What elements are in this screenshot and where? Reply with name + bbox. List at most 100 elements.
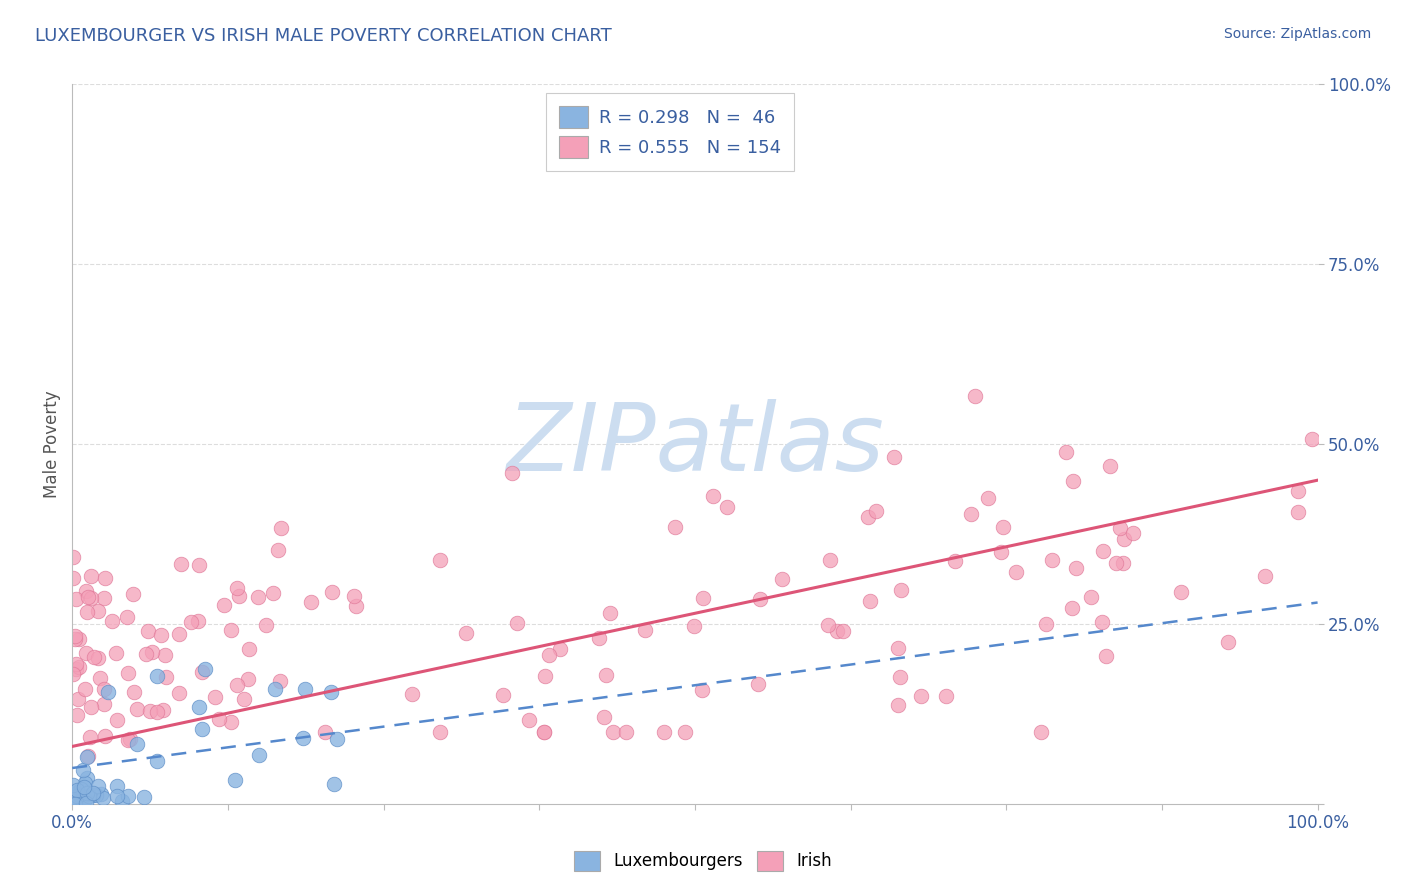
Point xyxy=(595,667,617,681)
Text: LUXEMBOURGER VS IRISH MALE POVERTY CORRELATION CHART: LUXEMBOURGER VS IRISH MALE POVERTY CORRE… xyxy=(35,27,612,45)
Point xyxy=(94,729,117,743)
Point xyxy=(1109,521,1132,535)
Point xyxy=(887,640,910,655)
Point xyxy=(79,568,101,582)
Point xyxy=(664,519,686,533)
Point xyxy=(599,607,621,621)
Point xyxy=(77,590,100,604)
Point xyxy=(236,672,259,686)
Point xyxy=(910,689,932,703)
Point xyxy=(76,605,98,619)
Point xyxy=(817,618,839,632)
Point xyxy=(299,595,322,609)
Point xyxy=(692,683,714,698)
Point xyxy=(67,785,90,799)
Point xyxy=(225,678,247,692)
Point xyxy=(75,776,97,790)
Point xyxy=(73,681,96,696)
Point xyxy=(187,614,209,628)
Point xyxy=(115,610,138,624)
Point xyxy=(169,686,191,700)
Point xyxy=(208,712,231,726)
Point xyxy=(82,786,104,800)
Text: ZIPatlas: ZIPatlas xyxy=(506,399,884,490)
Point xyxy=(75,584,97,599)
Text: Source: ZipAtlas.com: Source: ZipAtlas.com xyxy=(1223,27,1371,41)
Point xyxy=(79,730,101,744)
Point xyxy=(169,627,191,641)
Point xyxy=(89,787,111,801)
Point xyxy=(1035,617,1057,632)
Point xyxy=(62,794,84,808)
Point xyxy=(62,571,84,585)
Point xyxy=(87,604,110,618)
Point xyxy=(633,624,655,638)
Point xyxy=(1286,484,1309,499)
Point xyxy=(93,697,115,711)
Point xyxy=(614,725,637,739)
Y-axis label: Male Poverty: Male Poverty xyxy=(44,391,60,498)
Point xyxy=(91,790,114,805)
Point xyxy=(747,677,769,691)
Point xyxy=(321,585,343,599)
Point xyxy=(77,748,100,763)
Point xyxy=(976,491,998,505)
Point xyxy=(1114,532,1136,546)
Point xyxy=(73,780,96,794)
Point xyxy=(550,641,572,656)
Point xyxy=(72,763,94,777)
Point xyxy=(187,558,209,572)
Point xyxy=(65,657,87,672)
Point xyxy=(67,632,90,647)
Point xyxy=(1004,565,1026,579)
Point xyxy=(87,779,110,793)
Point xyxy=(62,790,84,805)
Point xyxy=(125,702,148,716)
Point xyxy=(194,662,217,676)
Point xyxy=(75,796,97,810)
Point xyxy=(683,619,706,633)
Point xyxy=(117,733,139,747)
Point xyxy=(254,617,277,632)
Point xyxy=(401,687,423,701)
Point xyxy=(212,598,235,612)
Point xyxy=(225,581,247,595)
Point xyxy=(456,625,478,640)
Point xyxy=(1218,635,1240,649)
Point xyxy=(70,781,93,796)
Point xyxy=(66,691,89,706)
Point xyxy=(270,521,292,535)
Point xyxy=(1080,590,1102,604)
Point xyxy=(429,725,451,739)
Point xyxy=(180,615,202,629)
Point xyxy=(136,624,159,638)
Point xyxy=(832,624,855,638)
Point xyxy=(266,542,288,557)
Point xyxy=(63,632,86,646)
Point xyxy=(139,704,162,718)
Point xyxy=(170,557,193,571)
Point xyxy=(72,790,94,805)
Point xyxy=(602,725,624,739)
Point xyxy=(150,628,173,642)
Point xyxy=(146,754,169,768)
Point xyxy=(117,666,139,681)
Point xyxy=(141,645,163,659)
Point xyxy=(155,648,177,662)
Point xyxy=(593,710,616,724)
Point xyxy=(654,725,676,739)
Point xyxy=(262,586,284,600)
Point xyxy=(75,792,97,806)
Point xyxy=(66,708,89,723)
Point xyxy=(716,500,738,515)
Point xyxy=(125,737,148,751)
Point xyxy=(188,699,211,714)
Point xyxy=(76,786,98,800)
Point xyxy=(65,662,87,676)
Legend: R = 0.298   N =  46, R = 0.555   N = 154: R = 0.298 N = 46, R = 0.555 N = 154 xyxy=(547,94,793,171)
Point xyxy=(152,703,174,717)
Point xyxy=(67,660,90,674)
Point xyxy=(79,789,101,803)
Point xyxy=(105,713,128,727)
Point xyxy=(588,632,610,646)
